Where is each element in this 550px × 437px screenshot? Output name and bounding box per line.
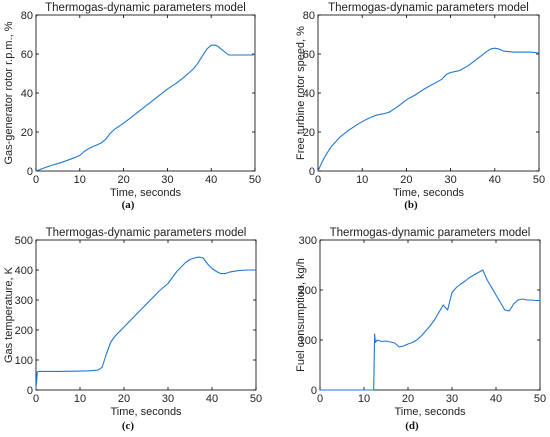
x-tick-label: 10	[356, 174, 368, 186]
y-axis-label: Gas-generator rotor r.p.m., %	[3, 21, 15, 164]
x-axis-label: Time, seconds	[393, 187, 465, 199]
y-tick-label: 60	[303, 49, 315, 61]
y-tick-label: 400	[15, 265, 33, 277]
panel-caption: (d)	[405, 420, 419, 432]
x-tick-label: 50	[250, 393, 262, 405]
plot-frame	[35, 14, 256, 172]
x-tick-label: 0	[317, 393, 323, 405]
y-tick-label: 0	[27, 385, 33, 397]
x-tick-label: 40	[490, 393, 502, 405]
x-tick-label: 40	[489, 174, 501, 186]
series-line	[35, 44, 256, 172]
panel-caption: (b)	[404, 199, 418, 211]
y-tick-label: 100	[15, 355, 33, 367]
plot-frame	[35, 239, 257, 391]
x-tick-label: 0	[315, 174, 321, 186]
chart-panel-1: 0 10 20 30 40 50 0 20 40 60 80 Thermogas-dynamic pa…	[295, 2, 545, 211]
series-line	[35, 256, 257, 390]
y-tick-label: 20	[303, 127, 315, 139]
panel-caption: (c)	[122, 420, 135, 432]
chart-title: Thermogas-dynamic parameters model	[45, 2, 246, 14]
x-tick-label: 30	[161, 174, 173, 186]
y-tick-label: 80	[303, 10, 315, 22]
x-tick-label: 30	[162, 393, 174, 405]
y-tick-label: 100	[299, 335, 317, 347]
y-tick-label: 500	[15, 235, 33, 247]
y-tick-label: 0	[311, 385, 317, 397]
chart-title: Thermogas-dynamic parameters model	[328, 2, 529, 14]
x-tick-label: 20	[400, 174, 412, 186]
chart-panel-3: 0 10 20 30 40 50 0 100 200 300 Thermogas-dynamic p…	[295, 227, 546, 432]
x-axis-label: Time, seconds	[110, 406, 182, 418]
plot-frame	[317, 14, 540, 172]
y-tick-label: 80	[21, 10, 33, 22]
x-tick-label: 0	[33, 174, 39, 186]
x-tick-label: 20	[117, 174, 129, 186]
y-tick-label: 40	[21, 88, 33, 100]
y-tick-label: 0	[27, 166, 33, 178]
x-tick-label: 20	[118, 393, 130, 405]
y-axis-label: Gas temperature, K	[3, 266, 15, 363]
x-tick-label: 50	[249, 174, 261, 186]
x-axis-label: Time, seconds	[394, 406, 466, 418]
x-tick-label: 30	[444, 174, 456, 186]
y-axis-label: Free turbine rotor speed, %	[295, 26, 307, 160]
y-tick-label: 200	[15, 325, 33, 337]
x-tick-label: 10	[74, 174, 86, 186]
plot-frame	[319, 239, 541, 391]
chart-title: Thermogas-dynamic parameters model	[46, 227, 247, 239]
x-tick-label: 10	[358, 393, 370, 405]
x-tick-label: 30	[446, 393, 458, 405]
y-tick-label: 300	[299, 235, 317, 247]
panel-caption: (a)	[122, 199, 135, 211]
y-tick-label: 20	[21, 127, 33, 139]
chart-panel-0: 0 10 20 30 40 50 0 20 40 60 80 Thermogas-dynamic pa…	[3, 2, 261, 211]
y-tick-label: 60	[21, 49, 33, 61]
x-tick-label: 40	[206, 393, 218, 405]
x-tick-label: 40	[205, 174, 217, 186]
y-tick-label: 40	[303, 88, 315, 100]
x-tick-label: 0	[33, 393, 39, 405]
x-tick-label: 10	[74, 393, 86, 405]
y-tick-label: 200	[299, 285, 317, 297]
y-axis-label: Fuel consumption, kg/h	[295, 258, 307, 372]
x-tick-label: 20	[402, 393, 414, 405]
chart-panel-2: 0 10 20 30 40 500100200300400500Thermogas-dyn…	[3, 227, 262, 432]
x-tick-label: 50	[534, 393, 546, 405]
x-axis-label: Time, seconds	[110, 187, 182, 199]
y-tick-label: 0	[309, 166, 315, 178]
x-tick-label: 50	[533, 174, 545, 186]
series-line	[319, 269, 541, 391]
series-line	[317, 47, 540, 172]
y-tick-label: 300	[15, 295, 33, 307]
chart-title: Thermogas-dynamic parameters model	[330, 227, 531, 239]
